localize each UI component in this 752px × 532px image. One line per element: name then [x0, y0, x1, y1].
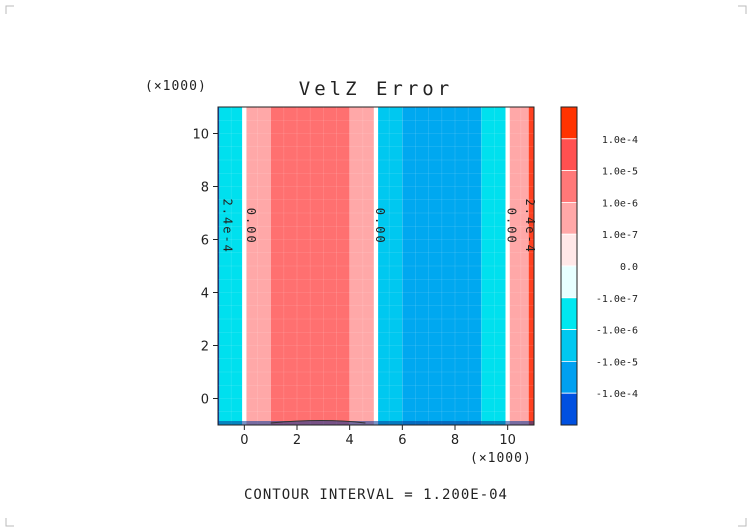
- colorbar-swatch-3: [560, 201, 578, 235]
- axes: 0 2 4 6 8 10 0 2 4 6 8 10: [192, 128, 515, 449]
- mesh-grid: [217, 106, 535, 426]
- contour-band-1: [219, 107, 243, 425]
- y-scale-label: (×1000): [145, 79, 207, 94]
- contour-label-1: 0.00: [373, 208, 387, 245]
- x-tick-label-1: 2: [293, 433, 301, 448]
- chart-title: VelZ Error: [299, 78, 453, 100]
- contour-label-4: 2.4e-4: [523, 199, 537, 254]
- plot-area: 0.00 0.00 0.00 2.4e-4 2.4e-4: [217, 106, 537, 426]
- colorbar-swatch-8: [560, 360, 578, 394]
- contour-band-12: [528, 107, 534, 425]
- x-tick-label-4: 8: [451, 433, 459, 448]
- colorbar-label-4: 0.0: [620, 262, 638, 273]
- y-tick-label-3: 6: [201, 234, 209, 249]
- colorbar-label-3: 1.0e-7: [602, 230, 638, 241]
- colorbar-swatch-1: [560, 138, 578, 172]
- crop-marks: [5, 5, 747, 527]
- y-tick-label-2: 4: [201, 287, 209, 302]
- colorbar-swatch-2: [560, 170, 578, 203]
- colorbar-swatch-4: [560, 233, 578, 267]
- contour-band-10: [505, 107, 510, 425]
- contour-label-3: 2.4e-4: [220, 199, 234, 254]
- footer-contour-interval: CONTOUR INTERVAL = 1.200E-04: [244, 487, 508, 503]
- colorbar-label-2: 1.0e-6: [602, 198, 638, 209]
- colorbar-swatch-6: [560, 297, 578, 330]
- contour-label-2: 0.00: [505, 208, 519, 245]
- contour-band-11: [509, 107, 529, 425]
- plot-frame: [217, 106, 535, 426]
- contour-band-2: [242, 107, 247, 425]
- x-tick-label-3: 6: [398, 433, 406, 448]
- contour-band-8: [402, 107, 482, 425]
- contour-band-4: [270, 107, 350, 425]
- colorbar-swatch-9: [560, 392, 578, 426]
- x-tick-label-0: 0: [240, 433, 248, 448]
- colorbar-label-8: -1.0e-4: [596, 389, 638, 400]
- colorbar-label-0: 1.0e-4: [602, 135, 638, 146]
- contour-band-7: [378, 107, 403, 425]
- bottom-edge-strip: [218, 421, 534, 425]
- colorbar-label-6: -1.0e-6: [596, 326, 638, 337]
- colorbar: 1.0e-4 1.0e-5 1.0e-6 1.0e-7 0.0 -1.0e-7 -1.0e-…: [560, 106, 638, 426]
- bottom-contour-line: [270, 420, 366, 424]
- colorbar-swatch-0: [560, 106, 578, 140]
- colorbar-frame: [560, 106, 578, 426]
- contour-band-0: [218, 107, 220, 425]
- y-tick-label-0: 0: [201, 393, 209, 408]
- colorbar-label-5: -1.0e-7: [596, 294, 638, 305]
- y-tick-label-4: 8: [201, 181, 209, 196]
- colorbar-swatch-5: [560, 265, 578, 299]
- colorbar-label-1: 1.0e-5: [602, 167, 638, 178]
- colorbar-label-7: -1.0e-5: [596, 357, 638, 368]
- contour-band-5: [349, 107, 374, 425]
- y-tick-label-5: 10: [192, 128, 209, 143]
- contour-label-0: 0.00: [244, 208, 258, 245]
- contour-band-6: [373, 107, 379, 425]
- x-scale-label: (×1000): [470, 451, 532, 466]
- y-tick-label-1: 2: [201, 340, 209, 355]
- contour-band-3: [246, 107, 271, 425]
- colorbar-swatch-7: [560, 329, 578, 362]
- x-tick-label-2: 4: [346, 433, 354, 448]
- x-tick-label-5: 10: [499, 433, 516, 448]
- contour-band-9: [481, 107, 506, 425]
